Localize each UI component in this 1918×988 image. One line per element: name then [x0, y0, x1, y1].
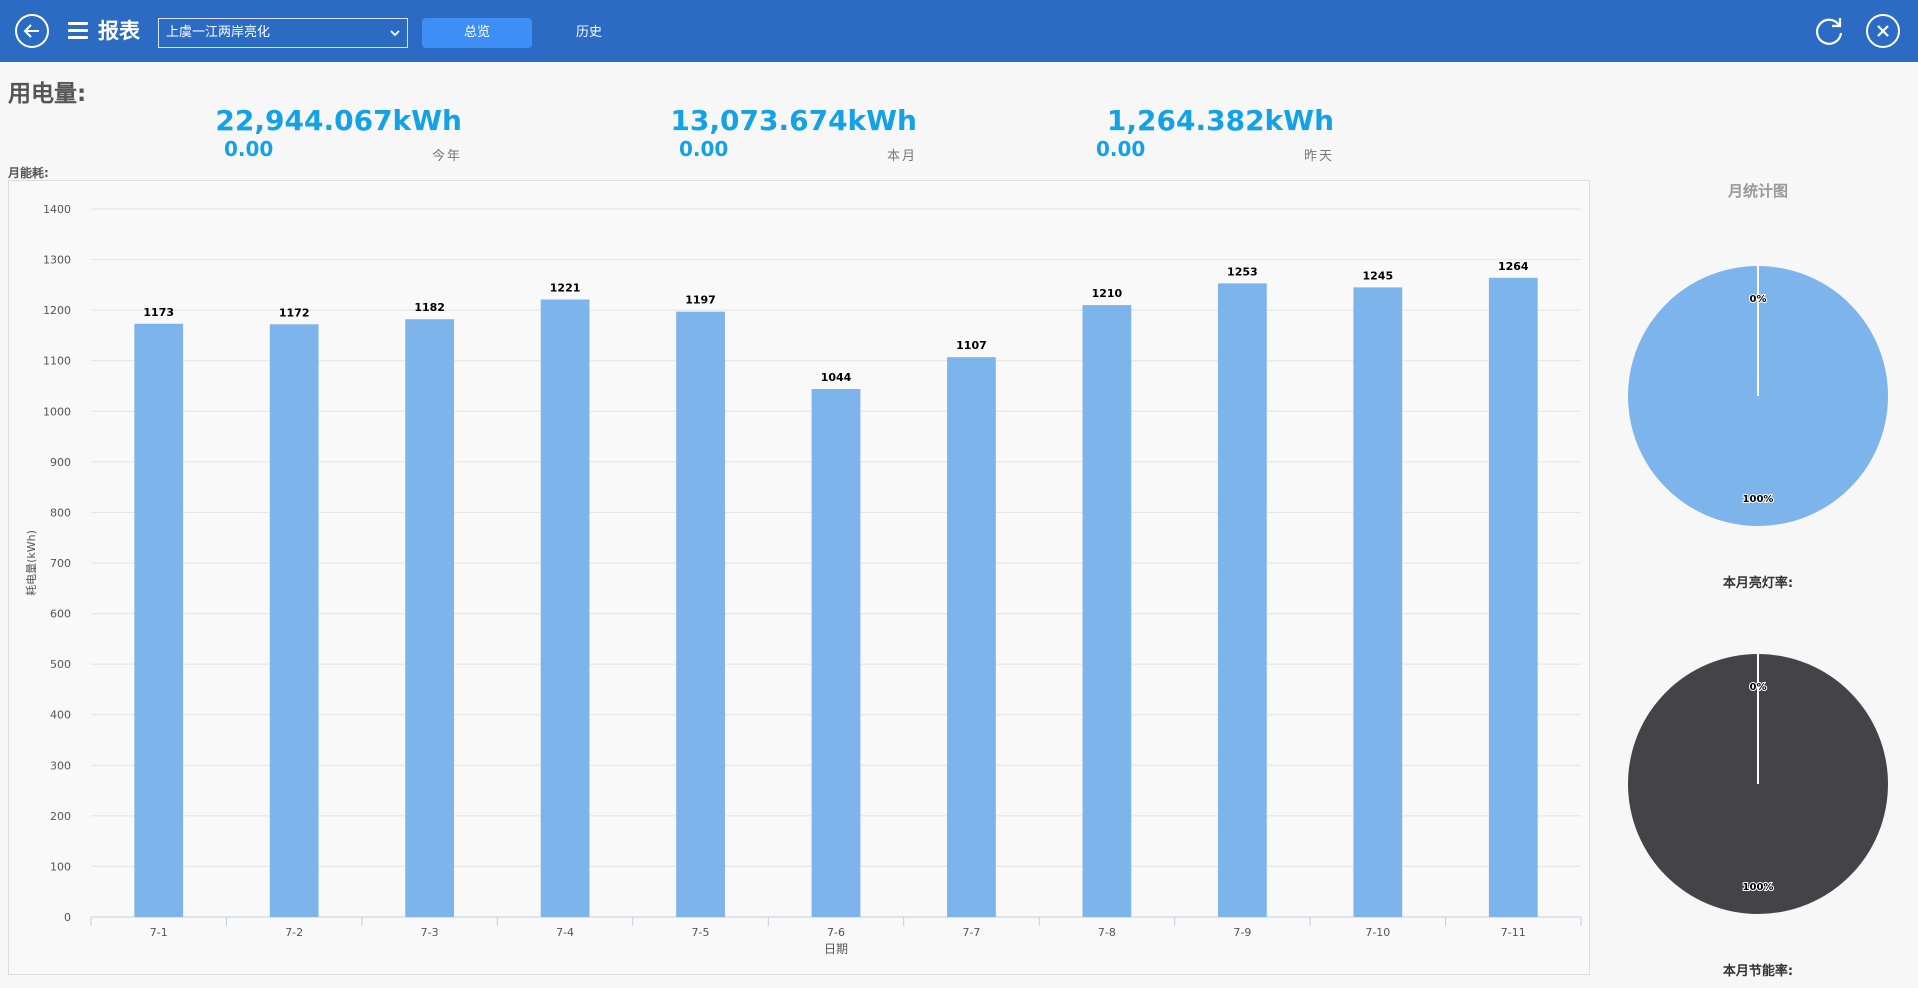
- stat-month-label: 本月: [886, 149, 917, 164]
- bar-7-3: [405, 319, 455, 917]
- bar-value-label: 1253: [1227, 265, 1258, 278]
- bar-7-1: [134, 323, 184, 918]
- hamburger-icon[interactable]: [68, 22, 88, 40]
- y-tick-label: 900: [50, 456, 71, 469]
- x-tick-label: 7-1: [150, 926, 168, 939]
- energy-saving-rate-label: 本月节能率:: [1722, 964, 1794, 979]
- x-tick-label: 7-7: [962, 926, 980, 939]
- y-tick-label: 500: [50, 658, 71, 671]
- stat-year-value: 22,944.067kWh: [215, 104, 462, 137]
- x-tick-label: 7-6: [827, 926, 845, 939]
- pie-label: 100%: [1743, 882, 1774, 893]
- stat-yesterday-value: 1,264.382kWh: [1106, 104, 1334, 137]
- bar-value-label: 1172: [279, 306, 310, 319]
- page-title: 报表: [98, 19, 140, 43]
- bar-value-label: 1107: [956, 339, 987, 352]
- top-bar: 报表 上虞一江两岸亮化 总览 历史: [0, 0, 1918, 62]
- back-button[interactable]: [15, 14, 49, 48]
- bar-value-label: 1173: [143, 306, 174, 319]
- y-tick-label: 600: [50, 608, 71, 621]
- stat-month: 13,073.674kWh 0.00 本月: [670, 104, 917, 164]
- y-tick-label: 1100: [43, 355, 71, 368]
- bar-7-2: [269, 324, 319, 917]
- bar-7-9: [1217, 283, 1267, 918]
- x-tick-label: 7-3: [421, 926, 439, 939]
- y-tick-label: 1200: [43, 304, 71, 317]
- chevron-down-icon: [390, 30, 400, 37]
- y-tick-label: 400: [50, 709, 71, 722]
- y-tick-label: 1000: [43, 405, 71, 418]
- tab-history[interactable]: 历史: [575, 25, 602, 40]
- x-tick-label: 7-9: [1233, 926, 1251, 939]
- y-tick-label: 1400: [43, 203, 71, 216]
- energy-saving-rate-pie: 0% 100%: [1628, 654, 1888, 914]
- y-tick-label: 300: [50, 759, 71, 772]
- site-select-value: 上虞一江两岸亮化: [166, 25, 271, 40]
- stat-year-sub: 0.00: [224, 137, 274, 161]
- bar-7-5: [676, 311, 725, 917]
- pie-label: 100%: [1743, 494, 1774, 505]
- bar-7-7: [947, 357, 996, 917]
- arrow-left-icon: [23, 24, 39, 38]
- bar-value-label: 1044: [821, 371, 852, 384]
- close-button[interactable]: [1866, 14, 1900, 48]
- bar-7-11: [1488, 277, 1538, 917]
- y-tick-label: 700: [50, 557, 71, 570]
- stat-month-sub: 0.00: [679, 137, 729, 161]
- close-icon: [1877, 25, 1889, 37]
- bar-value-label: 1197: [685, 294, 716, 307]
- bar-7-4: [540, 299, 590, 918]
- x-axis-title: 日期: [824, 942, 848, 956]
- bar-value-label: 1245: [1363, 269, 1394, 282]
- x-tick-label: 7-2: [285, 926, 303, 939]
- y-tick-label: 0: [64, 911, 71, 924]
- bar-value-label: 1210: [1092, 287, 1123, 300]
- energy-usage-title: 用电量:: [8, 81, 87, 107]
- stat-year-label: 今年: [431, 149, 462, 164]
- stat-yesterday-sub: 0.00: [1096, 137, 1146, 161]
- monthly-consumption-label: 月能耗:: [8, 166, 49, 180]
- stat-yesterday-label: 昨天: [1303, 149, 1334, 164]
- bar-chart: 0 100 200 300 400 500 600 700 800 900 1000 1100 1200…: [25, 203, 1582, 956]
- stat-year: 22,944.067kWh 0.00 今年: [215, 104, 462, 164]
- bar-7-6: [811, 389, 861, 917]
- bar-chart-panel: 0 100 200 300 400 500 600 700 800 900 1000 1100 1200…: [8, 180, 1590, 975]
- site-select[interactable]: 上虞一江两岸亮化: [158, 18, 408, 48]
- y-tick-label: 100: [50, 860, 71, 873]
- y-tick-label: 800: [50, 506, 71, 519]
- y-axis-title: 耗电量(kWh): [25, 530, 38, 596]
- pie-label: 0%: [1750, 294, 1767, 305]
- bar-value-label: 1182: [414, 301, 445, 314]
- y-tick-label: 1300: [43, 254, 71, 267]
- bar-value-label: 1264: [1498, 260, 1529, 273]
- refresh-button[interactable]: [1812, 14, 1846, 48]
- pie-chart-title: 月统计图: [1727, 182, 1788, 200]
- x-tick-label: 7-8: [1098, 926, 1116, 939]
- pie-label: 0%: [1750, 682, 1767, 693]
- stat-yesterday: 1,264.382kWh 0.00 昨天: [1094, 104, 1334, 164]
- y-tick-label: 200: [50, 810, 71, 823]
- bar-value-label: 1221: [550, 282, 581, 295]
- tab-overview[interactable]: 总览: [422, 18, 532, 48]
- x-tick-label: 7-11: [1501, 926, 1526, 939]
- bar-7-8: [1082, 305, 1132, 918]
- x-tick-label: 7-4: [556, 926, 574, 939]
- lighting-rate-pie: 0% 100%: [1628, 266, 1888, 526]
- x-tick-label: 7-5: [692, 926, 710, 939]
- refresh-icon: [1815, 18, 1843, 45]
- bar-7-10: [1353, 287, 1403, 917]
- lighting-rate-label: 本月亮灯率:: [1722, 576, 1794, 591]
- stat-month-value: 13,073.674kWh: [670, 104, 917, 137]
- x-tick-label: 7-10: [1365, 926, 1390, 939]
